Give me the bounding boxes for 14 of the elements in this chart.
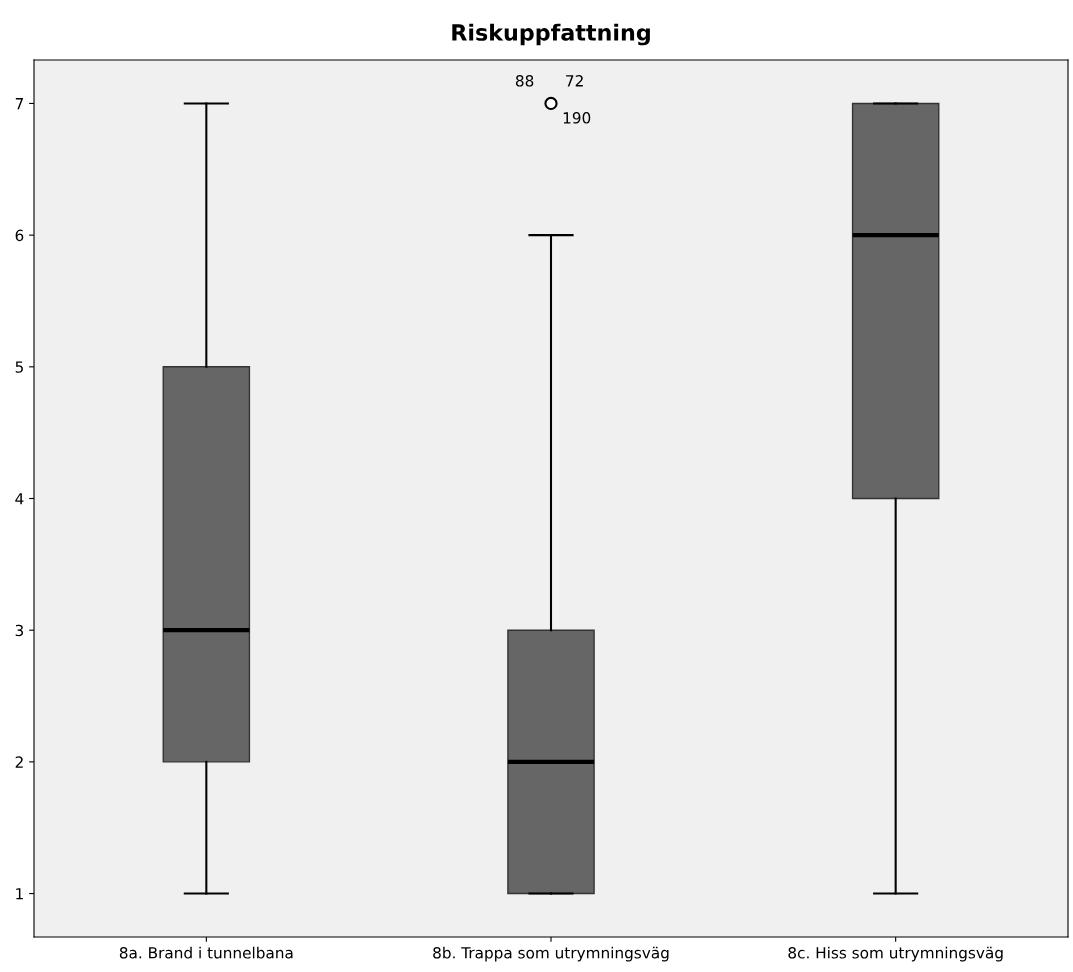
y-tick-label: 3 <box>15 624 24 637</box>
y-tick-label: 4 <box>15 493 24 505</box>
annotation: 88 <box>515 75 534 87</box>
x-tick-label: 8c. Hiss som utrymningsväg <box>788 946 1003 962</box>
y-tick-label: 5 <box>15 361 23 373</box>
y-tick-label: 2 <box>15 756 23 768</box>
annotation: 190 <box>563 112 591 124</box>
y-tick-label: 6 <box>15 229 24 242</box>
x-tick-label: 8b. Trappa som utrymningsväg <box>433 946 669 962</box>
y-tick-label: 1 <box>16 888 23 900</box>
annotation: 72 <box>566 75 583 87</box>
x-tick-label: 8a. Brand i tunnelbana <box>119 946 293 959</box>
y-tick-label: 7 <box>15 98 23 110</box>
chart-title: Riskuppfattning <box>452 23 650 46</box>
